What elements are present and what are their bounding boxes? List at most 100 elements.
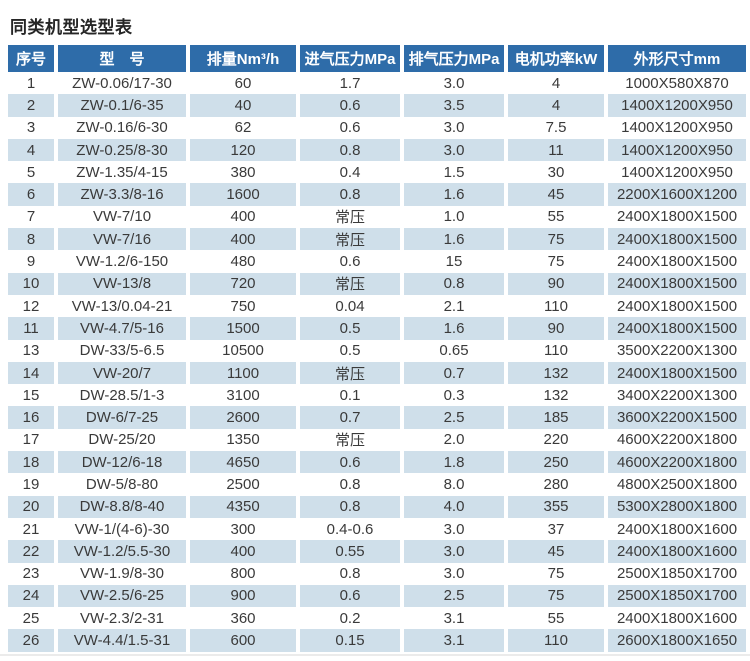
table-cell: 5 — [8, 161, 54, 184]
table-cell: 1600 — [190, 183, 296, 206]
table-row: 1 ZW-0.06/17-30 60 1.7 3.0 4 1000X580X870 — [8, 72, 746, 95]
table-cell: DW-5/8-80 — [58, 473, 186, 496]
table-cell: 4.0 — [404, 495, 504, 518]
table-cell: 3.5 — [404, 94, 504, 117]
table-cell: 11 — [8, 317, 54, 340]
table-cell: 常压 — [300, 205, 400, 229]
table-cell: 2 — [8, 94, 54, 117]
table-cell: 0.1 — [300, 384, 400, 407]
table-cell: 1400X1200X950 — [608, 116, 746, 139]
table-cell: 常压 — [300, 361, 400, 385]
table-row: 24 VW-2.5/6-25 900 0.6 2.5 75 2500X1850X1700 — [8, 584, 746, 608]
table-cell: 3.0 — [404, 116, 504, 139]
table-cell: 0.65 — [404, 339, 504, 362]
table-cell: 常压 — [300, 228, 400, 251]
table-cell: 720 — [190, 272, 296, 295]
table-cell: 4600X2200X1800 — [608, 428, 746, 452]
table-cell: 4600X2200X1800 — [608, 451, 746, 474]
table-cell: 0.8 — [300, 138, 400, 162]
table-cell: 900 — [190, 584, 296, 608]
table-row: 15 DW-28.5/1-3 3100 0.1 0.3 132 3400X2200X1300 — [8, 384, 746, 407]
table-cell: 0.55 — [300, 540, 400, 563]
table-cell: VW-1/(4-6)-30 — [58, 517, 186, 541]
table-cell: 220 — [508, 428, 604, 452]
table-cell: 2400X1800X1600 — [608, 517, 746, 541]
table-row: 17 DW-25/20 1350 常压 2.0 220 4600X2200X1800 — [8, 428, 746, 452]
table-cell: ZW-3.3/8-16 — [58, 183, 186, 206]
table-row: 20 DW-8.8/8-40 4350 0.8 4.0 355 5300X2800X1800 — [8, 495, 746, 518]
table-cell: 37 — [508, 517, 604, 541]
table-cell: 110 — [508, 339, 604, 362]
table-row: 26 VW-4.4/1.5-31 600 0.15 3.1 110 2600X1800X16… — [8, 629, 746, 652]
table-cell: VW-4.4/1.5-31 — [58, 629, 186, 652]
table-cell: VW-1.2/5.5-30 — [58, 540, 186, 563]
table-cell: 0.8 — [300, 562, 400, 585]
table-cell: 1000X580X870 — [608, 72, 746, 95]
table-cell: 0.6 — [300, 451, 400, 474]
table-cell: 360 — [190, 607, 296, 630]
table-cell: 3400X2200X1300 — [608, 384, 746, 407]
table-cell: 3 — [8, 116, 54, 139]
table-cell: 800 — [190, 562, 296, 585]
table-cell: 2.1 — [404, 294, 504, 318]
table-cell: 250 — [508, 451, 604, 474]
table-cell: 1.0 — [404, 205, 504, 229]
table-row: 2 ZW-0.1/6-35 40 0.6 3.5 4 1400X1200X950 — [8, 94, 746, 117]
table-cell: 26 — [8, 629, 54, 652]
table-cell: 0.4 — [300, 161, 400, 184]
table-cell: 4650 — [190, 451, 296, 474]
table-cell: 2400X1800X1500 — [608, 361, 746, 385]
table-cell: DW-8.8/8-40 — [58, 495, 186, 518]
table-row: 21 VW-1/(4-6)-30 300 0.4-0.6 3.0 37 2400X1800X… — [8, 517, 746, 541]
table-cell: 4 — [508, 94, 604, 117]
table-row: 22 VW-1.2/5.5-30 400 0.55 3.0 45 2400X1800X160… — [8, 540, 746, 563]
table-cell: 110 — [508, 629, 604, 652]
table-cell: 355 — [508, 495, 604, 518]
table-cell: 2400X1800X1600 — [608, 607, 746, 630]
table-cell: 8 — [8, 228, 54, 251]
table-cell: 132 — [508, 361, 604, 385]
table-cell: 55 — [508, 607, 604, 630]
table-cell: 7 — [8, 205, 54, 229]
table-cell: DW-28.5/1-3 — [58, 384, 186, 407]
table-cell: 2400X1800X1500 — [608, 228, 746, 251]
table-row: 6 ZW-3.3/8-16 1600 0.8 1.6 45 2200X1600X1200 — [8, 183, 746, 206]
table-cell: 380 — [190, 161, 296, 184]
column-header-model: 型 号 — [58, 45, 186, 72]
table-cell: 0.5 — [300, 339, 400, 362]
table-cell: ZW-0.06/17-30 — [58, 72, 186, 95]
table-cell: 1.6 — [404, 317, 504, 340]
table-cell: 4800X2500X1800 — [608, 473, 746, 496]
table-row: 25 VW-2.3/2-31 360 0.2 3.1 55 2400X1800X1600 — [8, 607, 746, 630]
table-cell: 2600X1800X1650 — [608, 629, 746, 652]
table-cell: 0.8 — [300, 473, 400, 496]
table-cell: 3.0 — [404, 517, 504, 541]
table-cell: VW-2.3/2-31 — [58, 607, 186, 630]
table-cell: 90 — [508, 272, 604, 295]
table-cell: 1100 — [190, 361, 296, 385]
table-row: 5 ZW-1.35/4-15 380 0.4 1.5 30 1400X1200X950 — [8, 161, 746, 184]
table-cell: 2500X1850X1700 — [608, 562, 746, 585]
table-row: 3 ZW-0.16/6-30 62 0.6 3.0 7.5 1400X1200X950 — [8, 116, 746, 139]
table-cell: 90 — [508, 317, 604, 340]
column-header-inlet-pressure: 进气压力MPa — [300, 45, 400, 72]
page-title: 同类机型选型表 — [10, 18, 133, 37]
table-row: 10 VW-13/8 720 常压 0.8 90 2400X1800X1500 — [8, 272, 746, 295]
table-cell: 300 — [190, 517, 296, 541]
column-header-index: 序号 — [8, 45, 54, 72]
table-cell: 480 — [190, 250, 296, 273]
table-cell: 2.0 — [404, 428, 504, 452]
table-cell: 3600X2200X1500 — [608, 406, 746, 429]
table-cell: 0.8 — [300, 495, 400, 518]
table-cell: 2400X1800X1500 — [608, 250, 746, 273]
table-cell: 3.0 — [404, 72, 504, 95]
table-cell: 18 — [8, 451, 54, 474]
table-cell: 1500 — [190, 317, 296, 340]
table-cell: 0.2 — [300, 607, 400, 630]
table-row: 23 VW-1.9/8-30 800 0.8 3.0 75 2500X1850X1700 — [8, 562, 746, 585]
table-cell: 75 — [508, 562, 604, 585]
table-cell: 1.6 — [404, 183, 504, 206]
table-cell: 10500 — [190, 339, 296, 362]
table-cell: 2400X1800X1600 — [608, 540, 746, 563]
table-cell: ZW-0.1/6-35 — [58, 94, 186, 117]
